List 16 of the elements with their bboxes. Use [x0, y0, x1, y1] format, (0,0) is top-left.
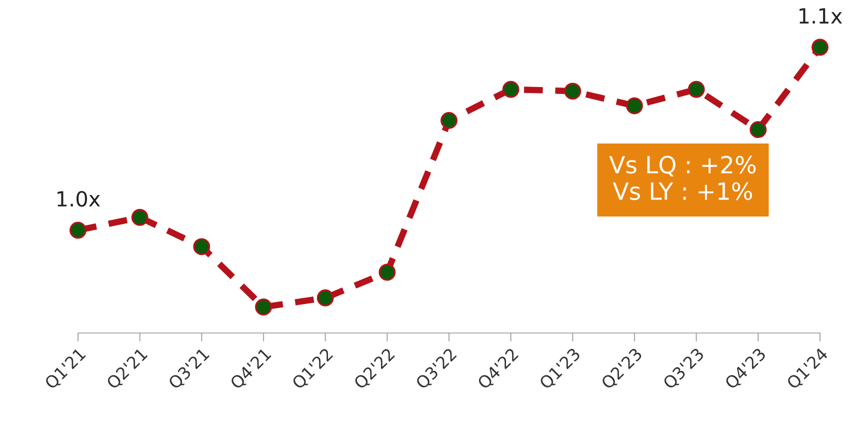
point — [70, 222, 86, 239]
point — [193, 238, 210, 256]
point — [316, 289, 334, 306]
data-label: 1.0x — [58, 190, 100, 207]
point — [378, 264, 396, 281]
data-label: 1.1x — [800, 8, 842, 24]
point — [688, 80, 705, 98]
annotation: Vs LQ : +2% Vs LY : +1% — [609, 156, 756, 200]
point — [564, 82, 582, 100]
point — [626, 97, 643, 114]
point — [502, 80, 520, 98]
point — [750, 121, 767, 138]
point — [255, 298, 272, 316]
point — [812, 38, 828, 56]
point — [131, 208, 148, 226]
point — [440, 112, 458, 129]
